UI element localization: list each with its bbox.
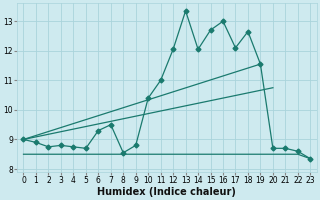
X-axis label: Humidex (Indice chaleur): Humidex (Indice chaleur): [98, 187, 236, 197]
